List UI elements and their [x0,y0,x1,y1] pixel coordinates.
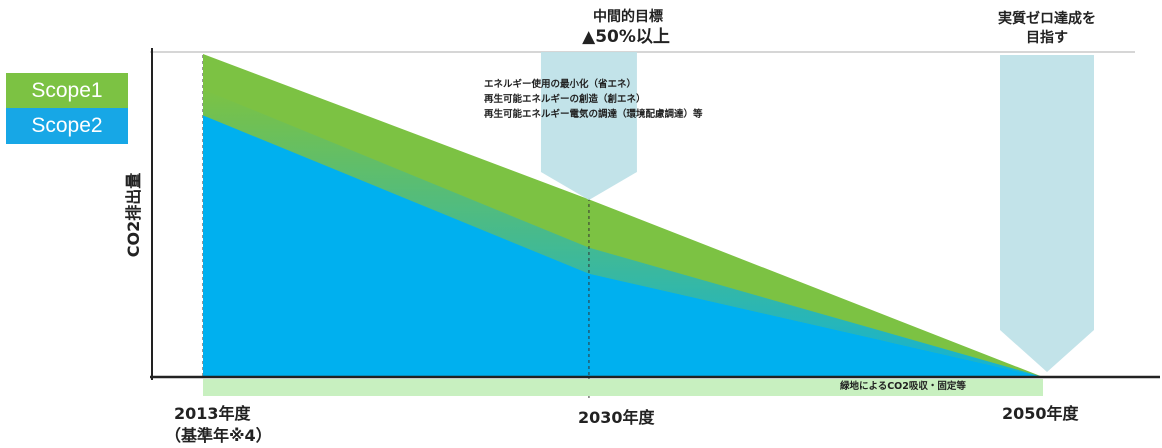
zero-goal-arrow [1000,55,1094,372]
scope2-area [203,115,1043,378]
absorption-band [203,379,1043,396]
legend-scope2: Scope2 [6,108,128,144]
x-tick-base-year-note: （基準年※4） [165,426,272,445]
legend-scope1-label: Scope1 [31,79,103,102]
measure-energy-creation: 再生可能エネルギーの創造（創エネ） [484,94,646,105]
measure-energy-saving: エネルギー使用の最小化（省エネ） [484,79,637,90]
y-axis-label: CO2排出量 [124,172,143,258]
x-tick-2030: 2030年度 [578,408,655,427]
legend-scope1: Scope1 [6,73,128,109]
arrow-layer [540,52,1094,372]
x-tick-2050: 2050年度 [1002,404,1079,423]
axis-layer [150,48,1160,396]
midterm-title: 中間的目標 [593,9,663,25]
grid-lines [150,51,1135,377]
x-tick-2013: 2013年度 [174,404,251,423]
midterm-target: ▲50%以上 [582,27,670,47]
zero-goal-line1: 実質ゼロ達成を [998,11,1096,27]
midterm-arrow [540,52,637,200]
absorption-label: 緑地によるCO2吸収・固定等 [840,381,966,392]
legend-scope2-label: Scope2 [31,114,103,137]
zero-goal-line2: 目指す [1026,30,1068,46]
measure-green-procurement: 再生可能エネルギー電気の調達（環境配慮調達）等 [484,109,703,120]
area-layer [203,54,1043,398]
